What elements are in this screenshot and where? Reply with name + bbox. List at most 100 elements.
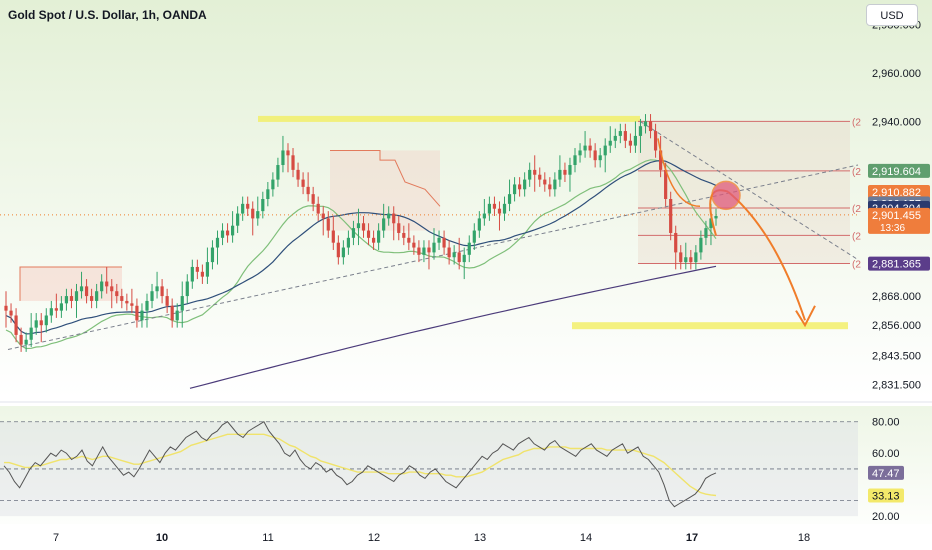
fib-box	[638, 121, 850, 264]
time-tick-label: 12	[368, 532, 380, 544]
candle-body	[452, 252, 456, 258]
currency-button[interactable]: USD	[866, 4, 918, 26]
candle-body	[220, 230, 225, 238]
candle-body	[311, 194, 315, 204]
candle-body	[457, 252, 461, 263]
candle-body	[195, 266, 199, 272]
candle-body	[276, 165, 280, 180]
trend-line-upper	[19, 266, 122, 301]
candle-body	[412, 242, 416, 248]
candle-body	[366, 230, 371, 238]
candle-body	[225, 230, 230, 236]
candle-body	[518, 184, 522, 190]
ma-mid-line	[5, 159, 717, 335]
candle-body	[613, 135, 617, 141]
candle-body	[422, 247, 426, 255]
time-tick-label: 18	[798, 532, 810, 544]
time-tick-label: 11	[262, 532, 273, 544]
candle-body	[165, 296, 169, 306]
candle-body	[588, 145, 592, 151]
price-pane-background	[0, 0, 932, 398]
candle-body	[442, 237, 446, 248]
candle-body	[346, 237, 351, 248]
candle-body	[462, 254, 466, 263]
candle-body	[140, 310, 144, 321]
candle-body	[19, 334, 23, 345]
projection-arrowhead	[795, 305, 816, 328]
candle-body	[523, 179, 527, 190]
candle-body	[387, 213, 391, 219]
resistance-highlight	[258, 115, 640, 122]
candle-body	[185, 281, 189, 297]
candle-body	[150, 291, 154, 301]
candle-body	[361, 223, 366, 231]
candle-body	[447, 247, 451, 258]
candle-body	[39, 320, 43, 326]
ma-green-line	[5, 159, 717, 350]
candle-body	[341, 247, 345, 258]
rsi-tick-label: 80.00	[872, 417, 900, 429]
chart-title: Gold Spot / U.S. Dollar, 1h, OANDA	[8, 8, 207, 22]
candle-body	[538, 174, 542, 180]
candle-body	[74, 291, 79, 301]
candle-body	[306, 186, 310, 195]
candle-body	[608, 140, 612, 146]
candle-body	[286, 150, 290, 156]
time-tick-label: 14	[580, 532, 592, 544]
candle-body	[578, 150, 582, 156]
candle-body	[105, 281, 109, 287]
time-tick-label: 13	[474, 532, 486, 544]
candle-body	[175, 310, 179, 321]
projection-curve	[657, 138, 701, 208]
candle-body	[432, 242, 436, 253]
candle-body	[492, 203, 497, 209]
target-highlight	[572, 322, 848, 330]
candle-body	[392, 213, 396, 224]
candle-body	[246, 203, 250, 209]
resistance-trendline	[639, 120, 859, 261]
rsi-value-text: 47.47	[872, 468, 900, 480]
candle-body	[477, 218, 481, 231]
candle-body	[563, 169, 567, 175]
candle-body	[155, 286, 159, 292]
candle-body	[427, 247, 431, 253]
candle-body	[583, 145, 587, 151]
reversal-circle	[711, 180, 741, 211]
fib-level-tag: (2	[852, 117, 861, 128]
candle-body	[190, 266, 194, 282]
candle-body	[528, 169, 532, 180]
candle-body	[653, 131, 658, 151]
candle-body	[598, 155, 602, 161]
candle-body	[497, 208, 502, 214]
candle-body	[316, 203, 320, 214]
candle-body	[44, 315, 48, 326]
candle-body	[180, 296, 184, 311]
candle-body	[326, 218, 330, 231]
candle-body	[377, 230, 381, 243]
candle-body	[507, 194, 512, 204]
time-tick-label: 10	[156, 532, 168, 544]
candle-body	[34, 320, 38, 328]
candle-body	[512, 184, 517, 195]
candle-body	[336, 242, 340, 258]
candle-body	[69, 296, 74, 301]
candle-body	[59, 303, 63, 311]
candle-body	[648, 121, 653, 132]
candle-body	[689, 257, 693, 263]
candle-body	[145, 300, 149, 311]
candle-body	[49, 308, 53, 316]
candle-body	[79, 286, 84, 292]
candle-body	[236, 213, 240, 226]
candle-body	[397, 223, 401, 233]
candle-body	[472, 230, 476, 243]
price-label-text: 2,881.365	[872, 259, 921, 271]
candle-body	[659, 150, 663, 170]
candle-body	[301, 179, 305, 187]
candle-body	[356, 223, 361, 229]
candle-body	[115, 291, 119, 297]
candle-body	[573, 155, 577, 166]
candle-body	[568, 165, 572, 175]
candle-body	[261, 199, 265, 212]
candle-body	[271, 179, 275, 190]
